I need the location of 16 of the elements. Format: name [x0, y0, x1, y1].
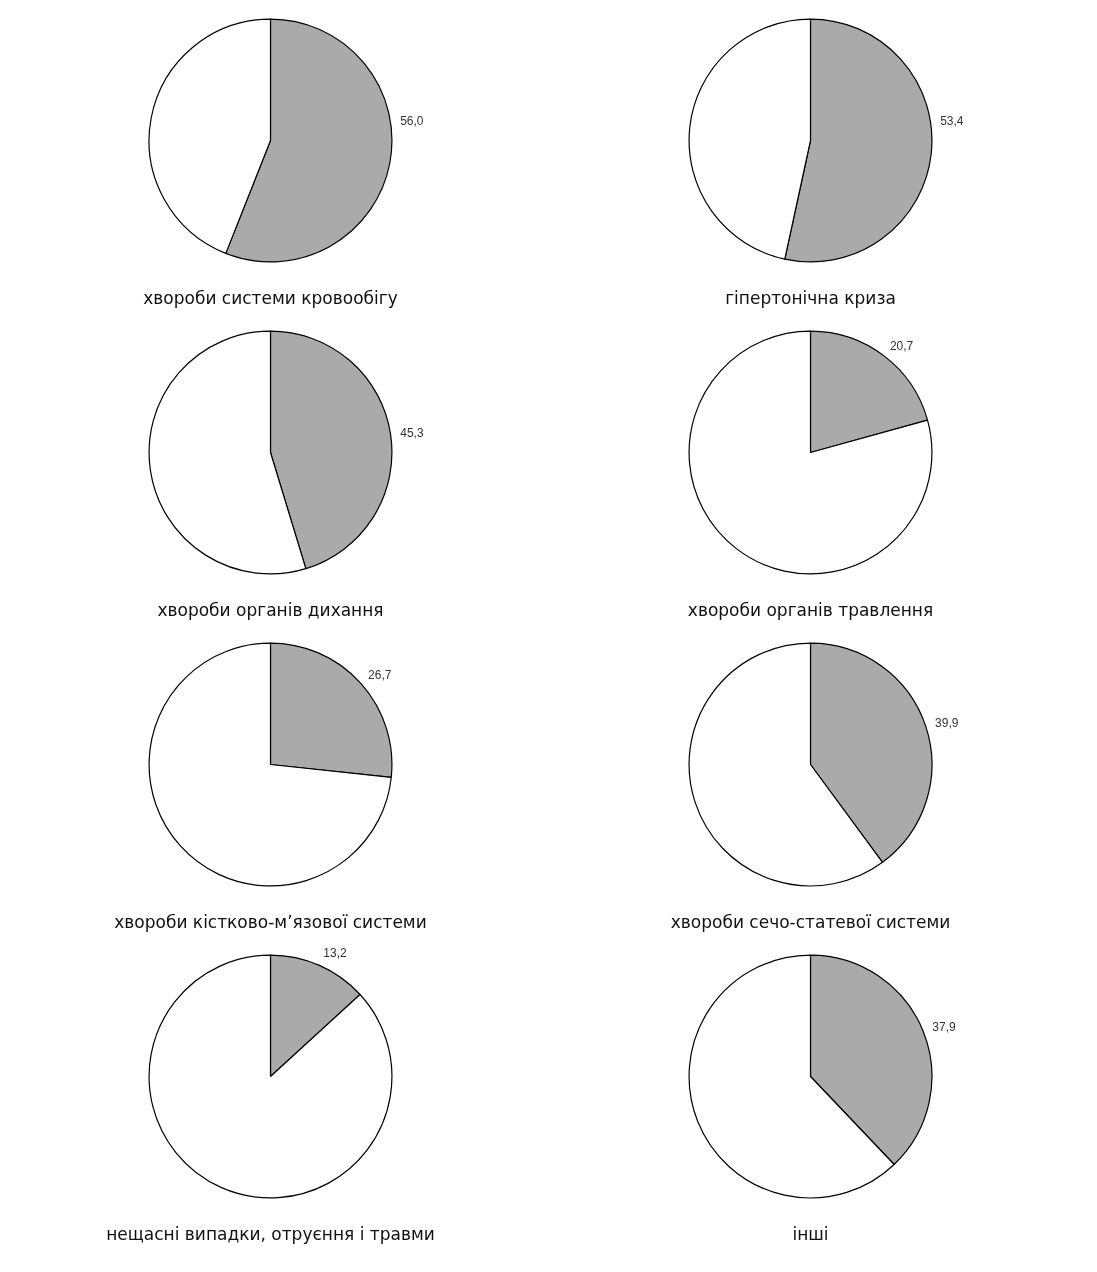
data-label: 39,9	[935, 715, 959, 730]
data-label: 13,2	[323, 946, 348, 961]
text: інші	[792, 1223, 829, 1244]
text: гіпертонічна криза	[725, 287, 896, 308]
data-label: 56,0	[400, 113, 424, 128]
text: хвороби сечо-статевої системи	[670, 911, 951, 932]
data-label: 37,9	[932, 1019, 956, 1034]
data-label: 45,3	[400, 426, 424, 441]
data-label: 53,4	[940, 113, 964, 128]
text: хвороби органів травлення	[687, 599, 934, 620]
text: нещасні випадки, отруєння і травми	[106, 1223, 435, 1244]
text: хвороби кістково-м’язової системи	[114, 911, 427, 932]
text: хвороби органів дихання	[157, 599, 384, 620]
data-label: 20,7	[889, 338, 914, 353]
data-label: 26,7	[368, 667, 392, 682]
text: хвороби системи кровообігу	[143, 287, 398, 308]
